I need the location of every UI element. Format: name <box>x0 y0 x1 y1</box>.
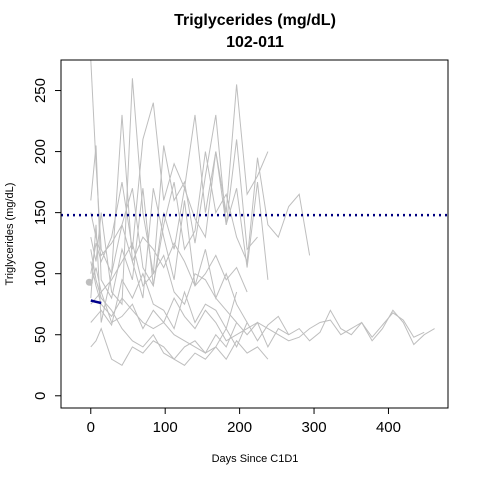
y-axis-label: Triglycerides (mg/dL) <box>4 183 16 286</box>
x-axis-label: Days Since C1D1 <box>212 453 299 465</box>
x-tick-label: 100 <box>153 419 178 436</box>
background-series-line-9 <box>90 241 237 323</box>
highlight-series-line <box>90 299 102 305</box>
background-series-line-12 <box>90 261 269 361</box>
background-series-line-2 <box>90 145 311 300</box>
y-tick-label: 150 <box>32 200 49 225</box>
background-series-line-3 <box>90 272 435 349</box>
background-series-line-10 <box>90 249 289 360</box>
x-tick-label: 200 <box>227 419 252 436</box>
y-tick-label: 50 <box>32 326 49 343</box>
background-series-line-7 <box>90 114 248 323</box>
chart-title: Triglycerides (mg/dL) <box>174 12 336 29</box>
highlight-layer <box>85 278 102 305</box>
x-tick-label: 0 <box>87 419 95 436</box>
background-series-line-6 <box>90 102 258 274</box>
y-tick-label: 100 <box>32 261 49 286</box>
y-tick-label: 200 <box>32 139 49 164</box>
y-tick-label: 0 <box>32 392 49 400</box>
highlight-point <box>85 278 93 286</box>
background-series-line-8 <box>90 78 269 306</box>
x-axis: 0 100 200 300 400 <box>87 407 401 436</box>
y-tick-label: 250 <box>32 78 49 103</box>
x-tick-label: 400 <box>376 419 401 436</box>
y-axis: 0 50 100 150 200 250 <box>32 78 62 400</box>
series-layer <box>90 59 435 366</box>
x-tick-label: 300 <box>302 419 327 436</box>
background-series-line-11 <box>90 212 248 293</box>
chart-subtitle: 102-011 <box>226 34 284 51</box>
